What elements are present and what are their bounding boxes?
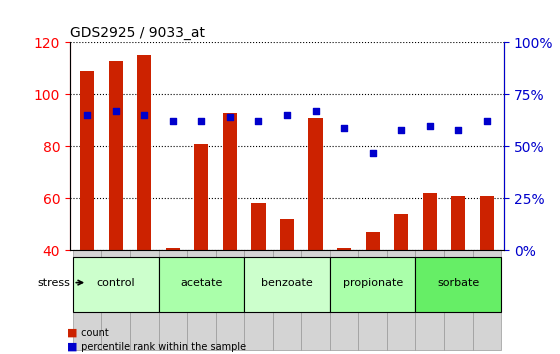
Text: GDS2925 / 9033_at: GDS2925 / 9033_at	[70, 26, 205, 40]
Text: ■: ■	[67, 342, 78, 352]
Point	[111, 108, 120, 114]
Point	[282, 112, 291, 118]
Bar	[130, 250, 158, 350]
Bar	[273, 250, 301, 350]
Bar	[73, 250, 101, 350]
Bar	[137, 56, 151, 250]
Bar	[223, 113, 237, 250]
Text: acetate: acetate	[180, 278, 222, 287]
Text: benzoate: benzoate	[261, 278, 313, 287]
Bar	[244, 250, 273, 350]
Point	[254, 119, 263, 124]
Text: stress: stress	[38, 278, 82, 287]
FancyBboxPatch shape	[158, 257, 244, 312]
Bar	[480, 196, 494, 250]
Bar	[280, 219, 294, 250]
Point	[339, 125, 348, 131]
Bar	[473, 250, 501, 350]
Bar	[101, 250, 130, 350]
Point	[169, 119, 178, 124]
Text: sorbate: sorbate	[437, 278, 479, 287]
Bar	[158, 250, 187, 350]
Bar	[337, 247, 351, 250]
Bar	[194, 144, 208, 250]
Bar	[444, 250, 473, 350]
Bar	[166, 247, 180, 250]
Text: percentile rank within the sample: percentile rank within the sample	[78, 342, 246, 352]
Point	[482, 119, 491, 124]
Point	[368, 150, 377, 155]
Bar	[80, 71, 94, 250]
Point	[83, 112, 92, 118]
Point	[197, 119, 206, 124]
FancyBboxPatch shape	[330, 257, 416, 312]
Text: propionate: propionate	[343, 278, 403, 287]
Bar	[301, 250, 330, 350]
Bar	[451, 196, 465, 250]
FancyBboxPatch shape	[416, 257, 501, 312]
Bar	[423, 193, 437, 250]
FancyBboxPatch shape	[73, 257, 158, 312]
Text: ■: ■	[67, 328, 78, 338]
Point	[140, 112, 149, 118]
Bar	[366, 232, 380, 250]
Bar	[394, 214, 408, 250]
Point	[396, 127, 405, 132]
Bar	[309, 118, 323, 250]
Bar	[387, 250, 416, 350]
Text: count: count	[78, 328, 109, 338]
Bar	[330, 250, 358, 350]
Text: control: control	[96, 278, 135, 287]
Bar	[216, 250, 244, 350]
Point	[226, 114, 235, 120]
FancyBboxPatch shape	[244, 257, 330, 312]
Point	[425, 123, 434, 129]
Point	[454, 127, 463, 132]
Bar	[187, 250, 216, 350]
Bar	[251, 204, 265, 250]
Bar	[109, 61, 123, 250]
Point	[311, 108, 320, 114]
Bar	[358, 250, 387, 350]
Bar	[416, 250, 444, 350]
